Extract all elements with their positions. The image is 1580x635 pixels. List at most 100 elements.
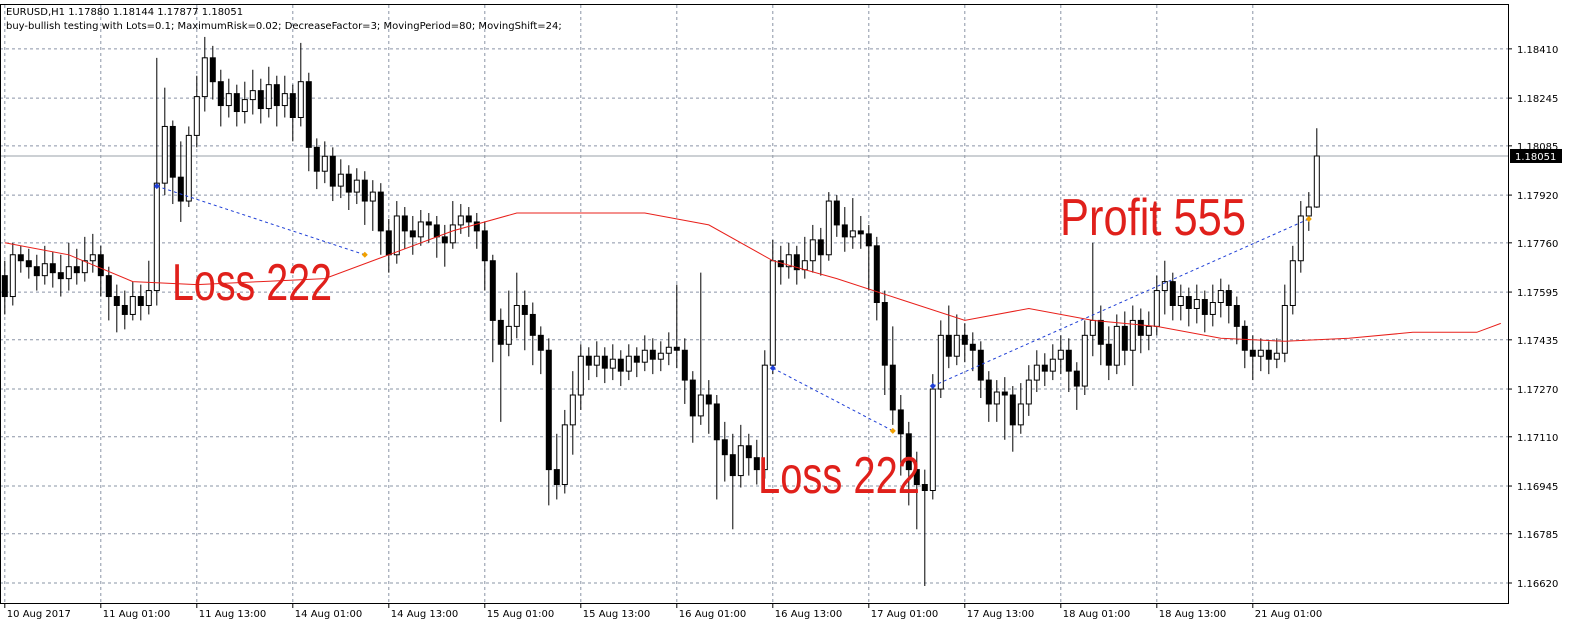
trade-open-marker <box>929 383 936 390</box>
candle-body <box>809 239 816 262</box>
candle-body <box>289 93 296 118</box>
candle-body <box>625 355 632 372</box>
x-tick-label: 21 Aug 01:00 <box>1255 609 1322 620</box>
candle-body <box>193 96 200 136</box>
candle-body <box>129 296 136 315</box>
candle-body <box>497 319 504 345</box>
candle-body <box>97 254 104 277</box>
x-tick-label: 17 Aug 01:00 <box>871 609 938 620</box>
candle-body <box>649 349 656 360</box>
candle-body <box>353 179 360 193</box>
x-tick-label: 14 Aug 01:00 <box>295 609 362 620</box>
candle-body <box>385 230 392 256</box>
candle-body <box>841 224 848 238</box>
trade-line <box>772 367 894 432</box>
candle-body <box>561 424 568 486</box>
candle-body <box>793 254 800 271</box>
candle-body <box>465 215 472 223</box>
y-tick-label: 1.18085 <box>1517 142 1558 153</box>
candle-body <box>505 325 512 345</box>
x-tick-label: 11 Aug 13:00 <box>199 609 266 620</box>
candle-body <box>25 260 32 268</box>
candle-body <box>1265 349 1272 360</box>
candle-body <box>17 254 24 262</box>
y-tick-label: 1.18410 <box>1517 45 1558 56</box>
trade-close-marker <box>889 427 896 434</box>
x-tick-label: 11 Aug 01:00 <box>103 609 170 620</box>
candle-body <box>233 93 240 113</box>
candle-body <box>985 379 992 405</box>
candle-body <box>993 391 1000 405</box>
candle-body <box>449 224 456 244</box>
candle-body <box>225 93 232 107</box>
candle-body <box>313 146 320 172</box>
candle-body <box>113 296 120 306</box>
plot-frame <box>0 4 1509 604</box>
candle-body <box>769 260 776 366</box>
candle-body <box>1169 281 1176 306</box>
candle-body <box>825 200 832 256</box>
candle-body <box>1065 349 1072 372</box>
candle-body <box>473 221 480 232</box>
y-tick-label: 1.17920 <box>1517 191 1558 202</box>
candle-body <box>241 99 248 113</box>
x-tick-label: 15 Aug 01:00 <box>487 609 554 620</box>
candle-body <box>937 334 944 390</box>
candle-body <box>161 125 168 184</box>
candle-body <box>1241 325 1248 351</box>
candle-body <box>81 260 88 274</box>
candle-body <box>1217 290 1224 304</box>
candle-body <box>1297 215 1304 262</box>
candle-body <box>529 313 536 336</box>
candle-body <box>9 254 16 298</box>
candle-body <box>1257 349 1264 357</box>
candle-body <box>737 445 744 477</box>
candle-body <box>545 349 552 471</box>
trade-line <box>932 218 1310 387</box>
candle-body <box>345 173 352 193</box>
candle-body <box>921 484 928 492</box>
candle-body <box>601 355 608 369</box>
candle-body <box>1225 290 1232 306</box>
moving-average <box>4 212 1501 342</box>
trade-annotation: Loss 222 <box>172 254 332 312</box>
candle-body <box>425 221 432 226</box>
candle-body <box>121 304 128 315</box>
candle-body <box>553 469 560 486</box>
candle-body <box>745 445 752 459</box>
candle-body <box>489 260 496 321</box>
candle-body <box>1009 394 1016 426</box>
candle-body <box>713 403 720 441</box>
candle-body <box>881 302 888 366</box>
candle-body <box>785 254 792 268</box>
x-tick-label: 16 Aug 01:00 <box>679 609 746 620</box>
candle-body <box>521 304 528 315</box>
candle-body <box>49 263 56 274</box>
candle-body <box>657 352 664 360</box>
candle-body <box>969 343 976 351</box>
candle-body <box>281 93 288 107</box>
trade-open-marker <box>153 183 160 190</box>
candle-body <box>1073 370 1080 387</box>
candle-body <box>1281 304 1288 354</box>
candle-body <box>377 191 384 232</box>
candle-body <box>145 290 152 306</box>
candle-body <box>585 355 592 366</box>
candle-body <box>89 254 96 262</box>
candle-body <box>105 275 112 298</box>
candle-body <box>833 200 840 226</box>
candle-body <box>1185 296 1192 309</box>
candle-body <box>961 334 968 345</box>
candle-body <box>305 81 312 148</box>
candle-body <box>681 349 688 381</box>
x-tick-label: 16 Aug 13:00 <box>775 609 842 620</box>
candle-body <box>873 245 880 304</box>
candle-body <box>1025 379 1032 405</box>
candle-body <box>753 457 760 471</box>
candle-body <box>1289 260 1296 306</box>
candle-body <box>1305 206 1312 217</box>
y-tick-label: 1.17270 <box>1517 385 1558 396</box>
candle-body <box>73 266 80 274</box>
candle-body <box>689 379 696 417</box>
candle-body <box>217 81 224 107</box>
